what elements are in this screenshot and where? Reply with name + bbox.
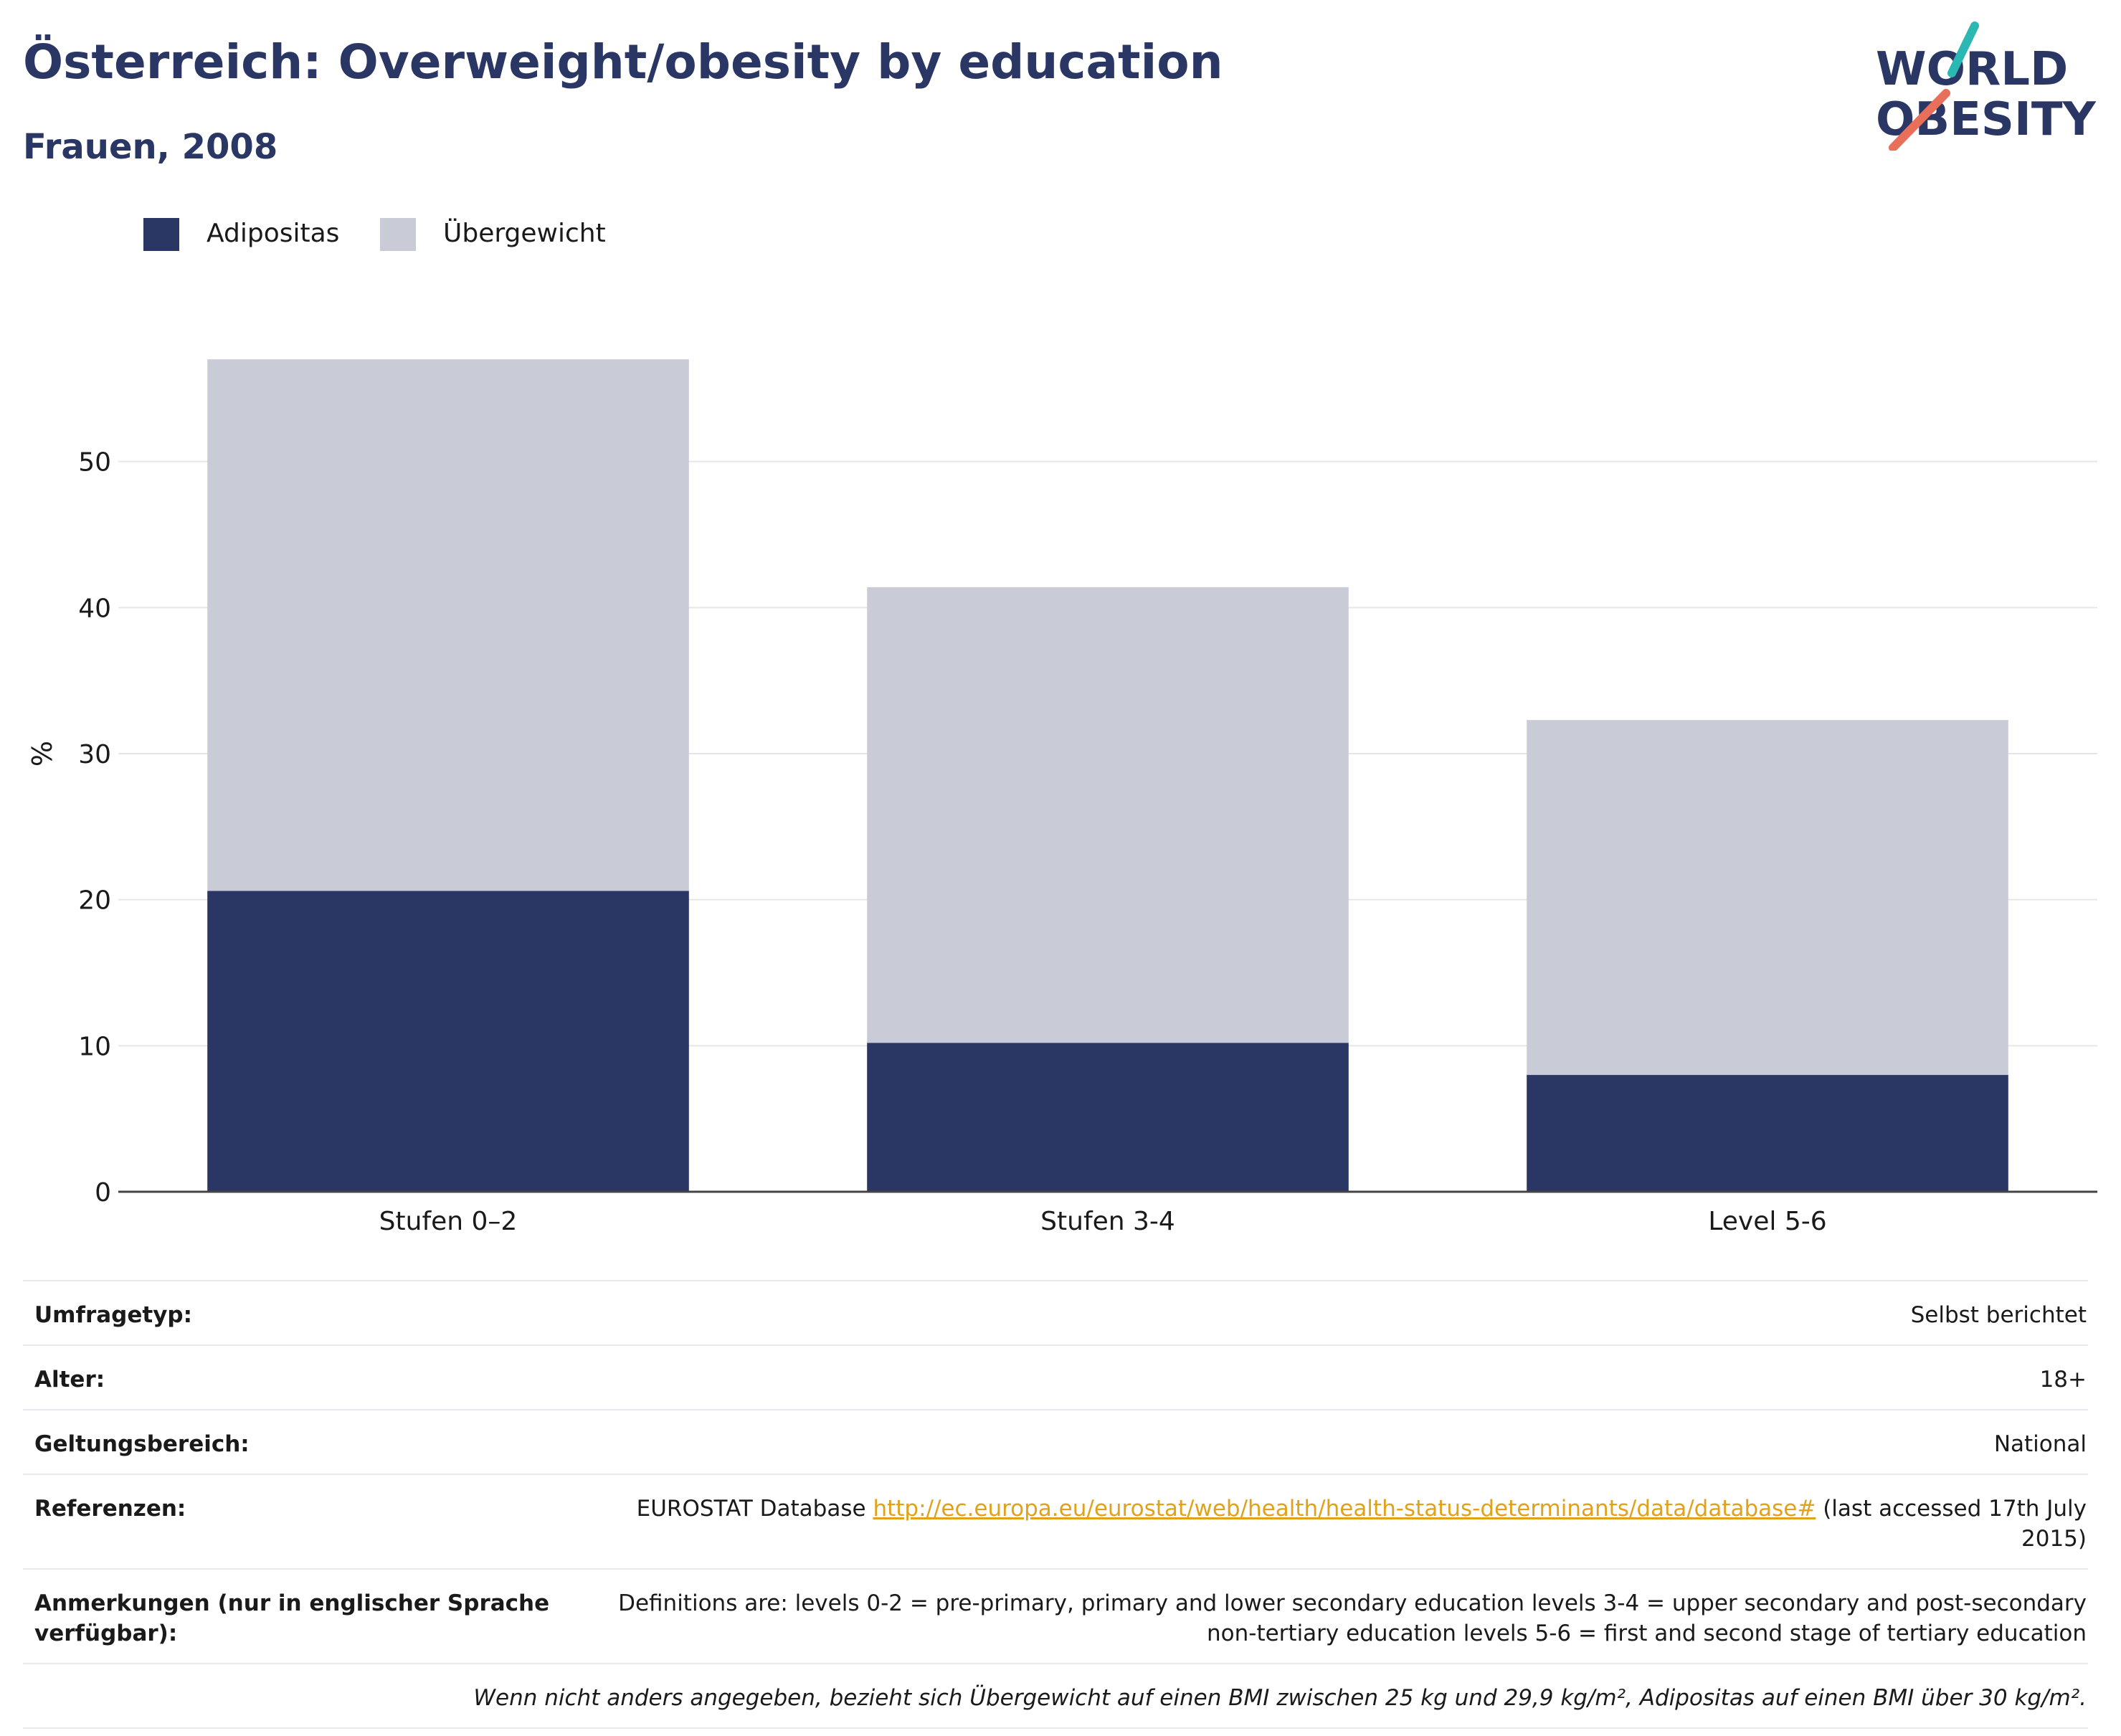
reference-prefix: EUROSTAT Database <box>636 1496 873 1522</box>
bar-uebergewicht <box>867 587 1349 1043</box>
info-value: EUROSTAT Database http://ec.europa.eu/eu… <box>551 1494 2088 1554</box>
y-tick-label: 30 <box>78 740 111 769</box>
logo-slash-teal-icon <box>1947 22 1979 77</box>
info-value: 18+ <box>2039 1367 2087 1393</box>
info-label: Umfragetyp: <box>34 1302 192 1328</box>
y-tick-label: 40 <box>78 594 111 623</box>
info-row-references: Referenzen: EUROSTAT Database http://ec.… <box>23 1474 2088 1568</box>
y-tick-label: 0 <box>95 1178 111 1208</box>
x-tick-labels: Stufen 0–2 Stufen 3-4 Level 5-6 <box>379 1207 1827 1236</box>
logo-graphic: WORLD OBESITY <box>1876 22 2096 152</box>
bar-adipositas <box>1527 1075 2008 1192</box>
x-tick-label: Stufen 0–2 <box>379 1207 518 1236</box>
x-tick-label: Stufen 3-4 <box>1040 1207 1175 1236</box>
logo-text-obesity: OBESITY <box>1876 93 2096 146</box>
y-tick-label: 20 <box>78 886 111 916</box>
bar-adipositas <box>207 891 689 1192</box>
world-obesity-logo: WORLD OBESITY <box>1871 22 2108 152</box>
y-tick-label: 10 <box>78 1032 111 1061</box>
info-table: Umfragetyp: Selbst berichtet Alter: 18+ … <box>23 1280 2088 1729</box>
chart-subtitle: Frauen, 2008 <box>23 127 278 167</box>
bar-adipositas <box>867 1043 1349 1192</box>
legend-label-adipositas: Adipositas <box>207 219 340 248</box>
info-value: Definitions are: levels 0-2 = pre-primar… <box>618 1590 2087 1646</box>
y-tick-label: 50 <box>78 448 111 478</box>
y-axis-label: % <box>27 741 58 767</box>
chart-title: Österreich: Overweight/obesity by educat… <box>23 34 1223 90</box>
info-row-coverage: Geltungsbereich: National <box>23 1409 2088 1474</box>
legend-swatch-uebergewicht <box>380 218 416 251</box>
info-value: National <box>1993 1431 2087 1457</box>
info-row-survey-type: Umfragetyp: Selbst berichtet <box>23 1280 2088 1344</box>
x-tick-label: Level 5-6 <box>1708 1207 1826 1236</box>
info-row-notes: Anmerkungen (nur in englischer Sprache v… <box>23 1568 2088 1663</box>
bar-uebergewicht <box>1527 720 2008 1076</box>
bar-chart: 0 10 20 30 40 50 Stufen 0–2 Stufen 3-4 Level 5-… <box>27 359 2097 1236</box>
reference-suffix: (last accessed 17th July 2015) <box>1816 1496 2087 1552</box>
y-tick-labels: 0 10 20 30 40 50 <box>78 448 111 1208</box>
info-label: Geltungsbereich: <box>34 1431 250 1457</box>
info-label: Anmerkungen (nur in englischer Sprache v… <box>34 1590 550 1646</box>
info-value: Selbst berichtet <box>1910 1302 2087 1328</box>
bars <box>207 359 2008 1192</box>
info-row-age: Alter: 18+ <box>23 1344 2088 1409</box>
footnote: Wenn nicht anders angegeben, bezieht sic… <box>23 1663 2088 1729</box>
info-label: Referenzen: <box>34 1496 186 1522</box>
info-label: Alter: <box>34 1367 105 1393</box>
legend-label-uebergewicht: Übergewicht <box>443 219 606 248</box>
logo-slash-coral-icon <box>1889 89 1950 152</box>
logo-text-world: WORLD <box>1876 43 2068 96</box>
bar-uebergewicht <box>207 359 689 891</box>
legend-swatch-adipositas <box>143 218 179 251</box>
reference-link[interactable]: http://ec.europa.eu/eurostat/web/health/… <box>873 1496 1816 1522</box>
